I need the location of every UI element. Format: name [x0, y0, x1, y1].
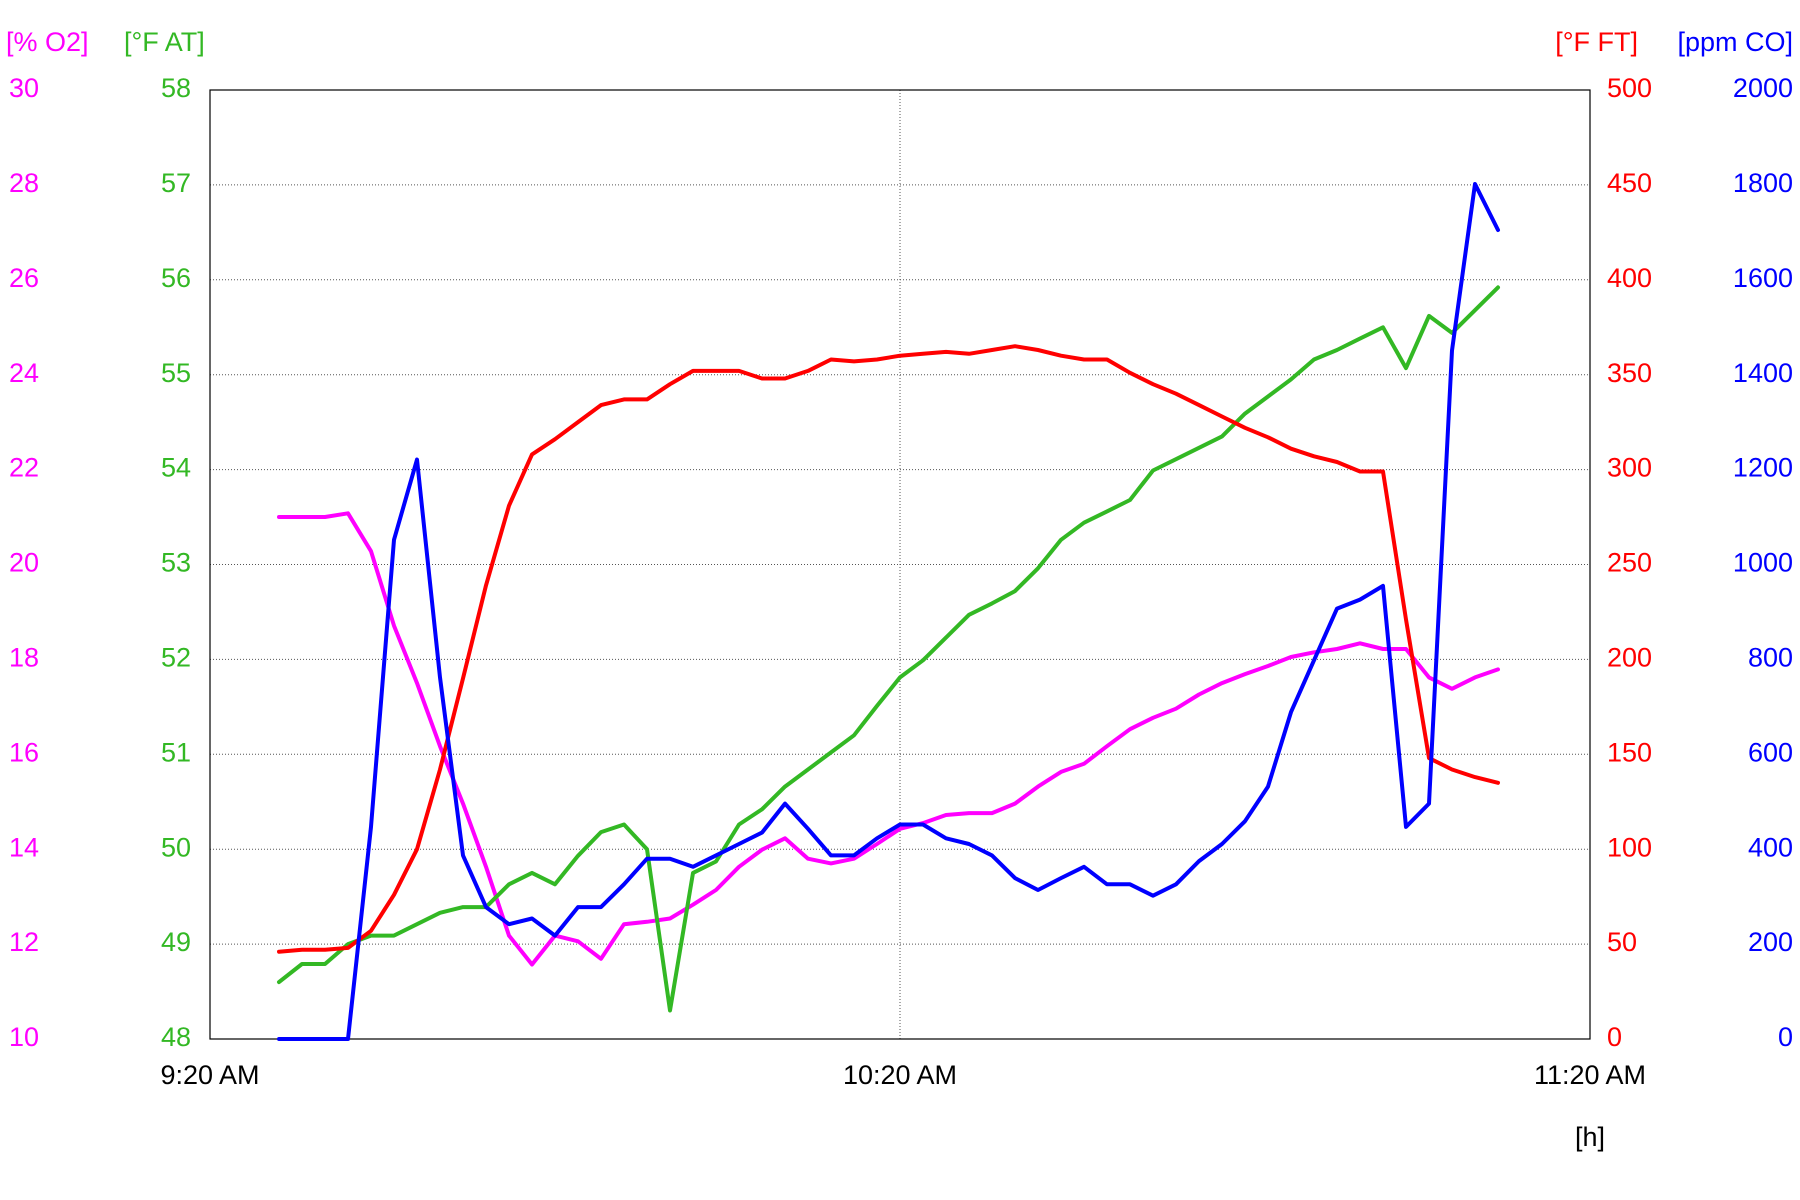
y-tick-label: 50	[161, 832, 191, 862]
y-tick-label: 48	[161, 1022, 191, 1052]
y-tick-label: 22	[9, 453, 39, 483]
y-tick-label: 49	[161, 927, 191, 957]
y-tick-label: 16	[9, 737, 39, 767]
y-tick-label: 400	[1748, 832, 1793, 862]
y-tick-label: 57	[161, 168, 191, 198]
y-tick-label: 54	[161, 453, 191, 483]
y-tick-label: 18	[9, 643, 39, 673]
y-tick-label: 0	[1778, 1022, 1793, 1052]
y-tick-label: 800	[1748, 643, 1793, 673]
plot-frame	[209, 89, 1591, 1040]
y-tick-label: 0	[1607, 1022, 1622, 1052]
y-tick-label: 12	[9, 927, 39, 957]
y-tick-label: 500	[1607, 73, 1652, 103]
y-tick-label: 28	[9, 168, 39, 198]
y-tick-label: 52	[161, 643, 191, 673]
x-tick-label: 10:20 AM	[843, 1060, 957, 1090]
y-tick-label: 1400	[1733, 358, 1793, 388]
y-tick-label: 26	[9, 263, 39, 293]
series-line	[277, 182, 1500, 1041]
y-tick-label: 55	[161, 358, 191, 388]
y-tick-label: 1000	[1733, 548, 1793, 578]
y-tick-label: 1800	[1733, 168, 1793, 198]
x-axis-label: [h]	[1575, 1122, 1605, 1152]
x-tick-label: 9:20 AM	[160, 1060, 259, 1090]
y-tick-label: 53	[161, 548, 191, 578]
y-tick-label: 200	[1607, 643, 1652, 673]
y-tick-label: 2000	[1733, 73, 1793, 103]
series-line	[277, 511, 1500, 967]
y-tick-label: 300	[1607, 453, 1652, 483]
y-tick-label: 58	[161, 73, 191, 103]
axis-title: [°F FT]	[1555, 27, 1638, 57]
y-tick-label: 51	[161, 737, 191, 767]
y-tick-label: 600	[1748, 737, 1793, 767]
y-tick-label: 30	[9, 73, 39, 103]
axis-title: [ppm CO]	[1677, 27, 1793, 57]
y-tick-label: 1600	[1733, 263, 1793, 293]
y-tick-label: 450	[1607, 168, 1652, 198]
y-tick-label: 20	[9, 548, 39, 578]
y-tick-label: 10	[9, 1022, 39, 1052]
y-tick-label: 150	[1607, 737, 1652, 767]
y-tick-label: 24	[9, 358, 39, 388]
x-tick-label: 11:20 AM	[1534, 1060, 1646, 1090]
y-tick-label: 250	[1607, 548, 1652, 578]
y-tick-label: 400	[1607, 263, 1652, 293]
y-tick-label: 350	[1607, 358, 1652, 388]
axis-title: [% O2]	[6, 27, 89, 57]
y-tick-label: 1200	[1733, 453, 1793, 483]
y-tick-label: 56	[161, 263, 191, 293]
y-tick-label: 200	[1748, 927, 1793, 957]
y-tick-label: 14	[9, 832, 39, 862]
series-line	[277, 285, 1500, 1013]
series-line	[277, 344, 1500, 954]
axis-title: [°F AT]	[124, 27, 205, 57]
y-tick-label: 50	[1607, 927, 1637, 957]
y-tick-label: 100	[1607, 832, 1652, 862]
